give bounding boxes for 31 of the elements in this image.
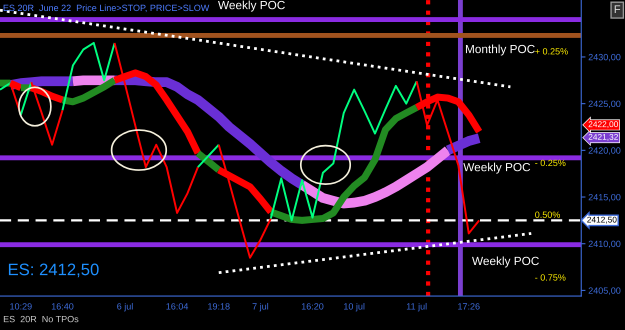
x-tick-label: 7 jul bbox=[252, 302, 268, 312]
x-tick-label: 11 jul bbox=[406, 302, 427, 312]
y-tick-label: 2425,00 bbox=[588, 100, 620, 108]
annotation: Weekly POC bbox=[463, 162, 530, 174]
annotation: Weekly POC bbox=[472, 256, 539, 268]
annotation: ES 20R June 22 Price Line>STOP, PRICE>SLOW bbox=[4, 4, 210, 12]
text: ES 20R No TPOs bbox=[4, 316, 78, 322]
ref-line-label: 2412,50 bbox=[587, 216, 617, 224]
annotation: ES: 2412,50 bbox=[8, 264, 99, 278]
x-tick-label: 16:04 bbox=[166, 303, 188, 310]
y-tick-label: 2420,00 bbox=[588, 147, 620, 155]
annotation: Monthly POC bbox=[466, 44, 535, 56]
y-tick-label: 2410,00 bbox=[588, 240, 620, 248]
annotation: - 0.75% bbox=[535, 274, 566, 281]
text: 2422,00 bbox=[588, 121, 618, 128]
x-tick-label: 16:40 bbox=[52, 303, 74, 310]
annotation: + 0.25% bbox=[535, 48, 568, 55]
x-tick-label: 10:29 bbox=[10, 303, 32, 310]
y-tick-label: 2430,00 bbox=[588, 54, 620, 62]
x-tick-label: 10 jul bbox=[344, 302, 364, 312]
x-tick-label: 6 jul bbox=[117, 302, 133, 312]
x-tick-label: 19:18 bbox=[208, 303, 230, 310]
x-tick-label: 17:26 bbox=[458, 303, 480, 310]
x-tick-label: 16:20 bbox=[302, 303, 324, 310]
text: 2421,32 bbox=[588, 134, 618, 141]
annotation: - 0.25% bbox=[535, 160, 566, 166]
annotation: Weekly POC bbox=[218, 0, 285, 12]
text: F bbox=[614, 5, 620, 13]
y-tick-label: 2415,00 bbox=[588, 194, 620, 202]
y-tick-label: 2405,00 bbox=[588, 287, 620, 295]
annotation: 0.50% bbox=[535, 212, 560, 218]
